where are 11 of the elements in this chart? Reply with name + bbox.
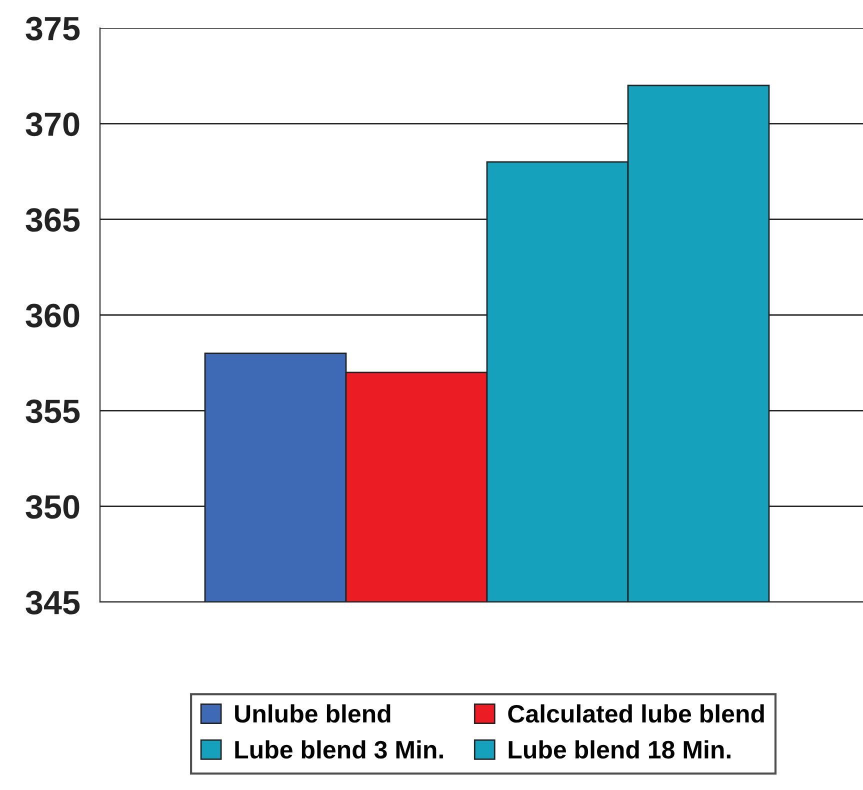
y-tick-label: 365 (26, 208, 80, 232)
legend-label: Unlube blend (235, 704, 390, 723)
y-tick-label: 375 (26, 16, 80, 40)
y-tick-label: 350 (26, 495, 80, 519)
legend-label: Calculated lube blend (508, 704, 764, 723)
legend-label: Lube blend 18 Min. (508, 740, 730, 759)
y-tick-label: 355 (26, 399, 80, 424)
y-tick-label: 370 (26, 112, 80, 136)
legend-label: Lube blend 3 Min. (235, 740, 443, 759)
y-tick-label: 345 (26, 590, 80, 614)
y-tick-label: 360 (26, 304, 80, 328)
